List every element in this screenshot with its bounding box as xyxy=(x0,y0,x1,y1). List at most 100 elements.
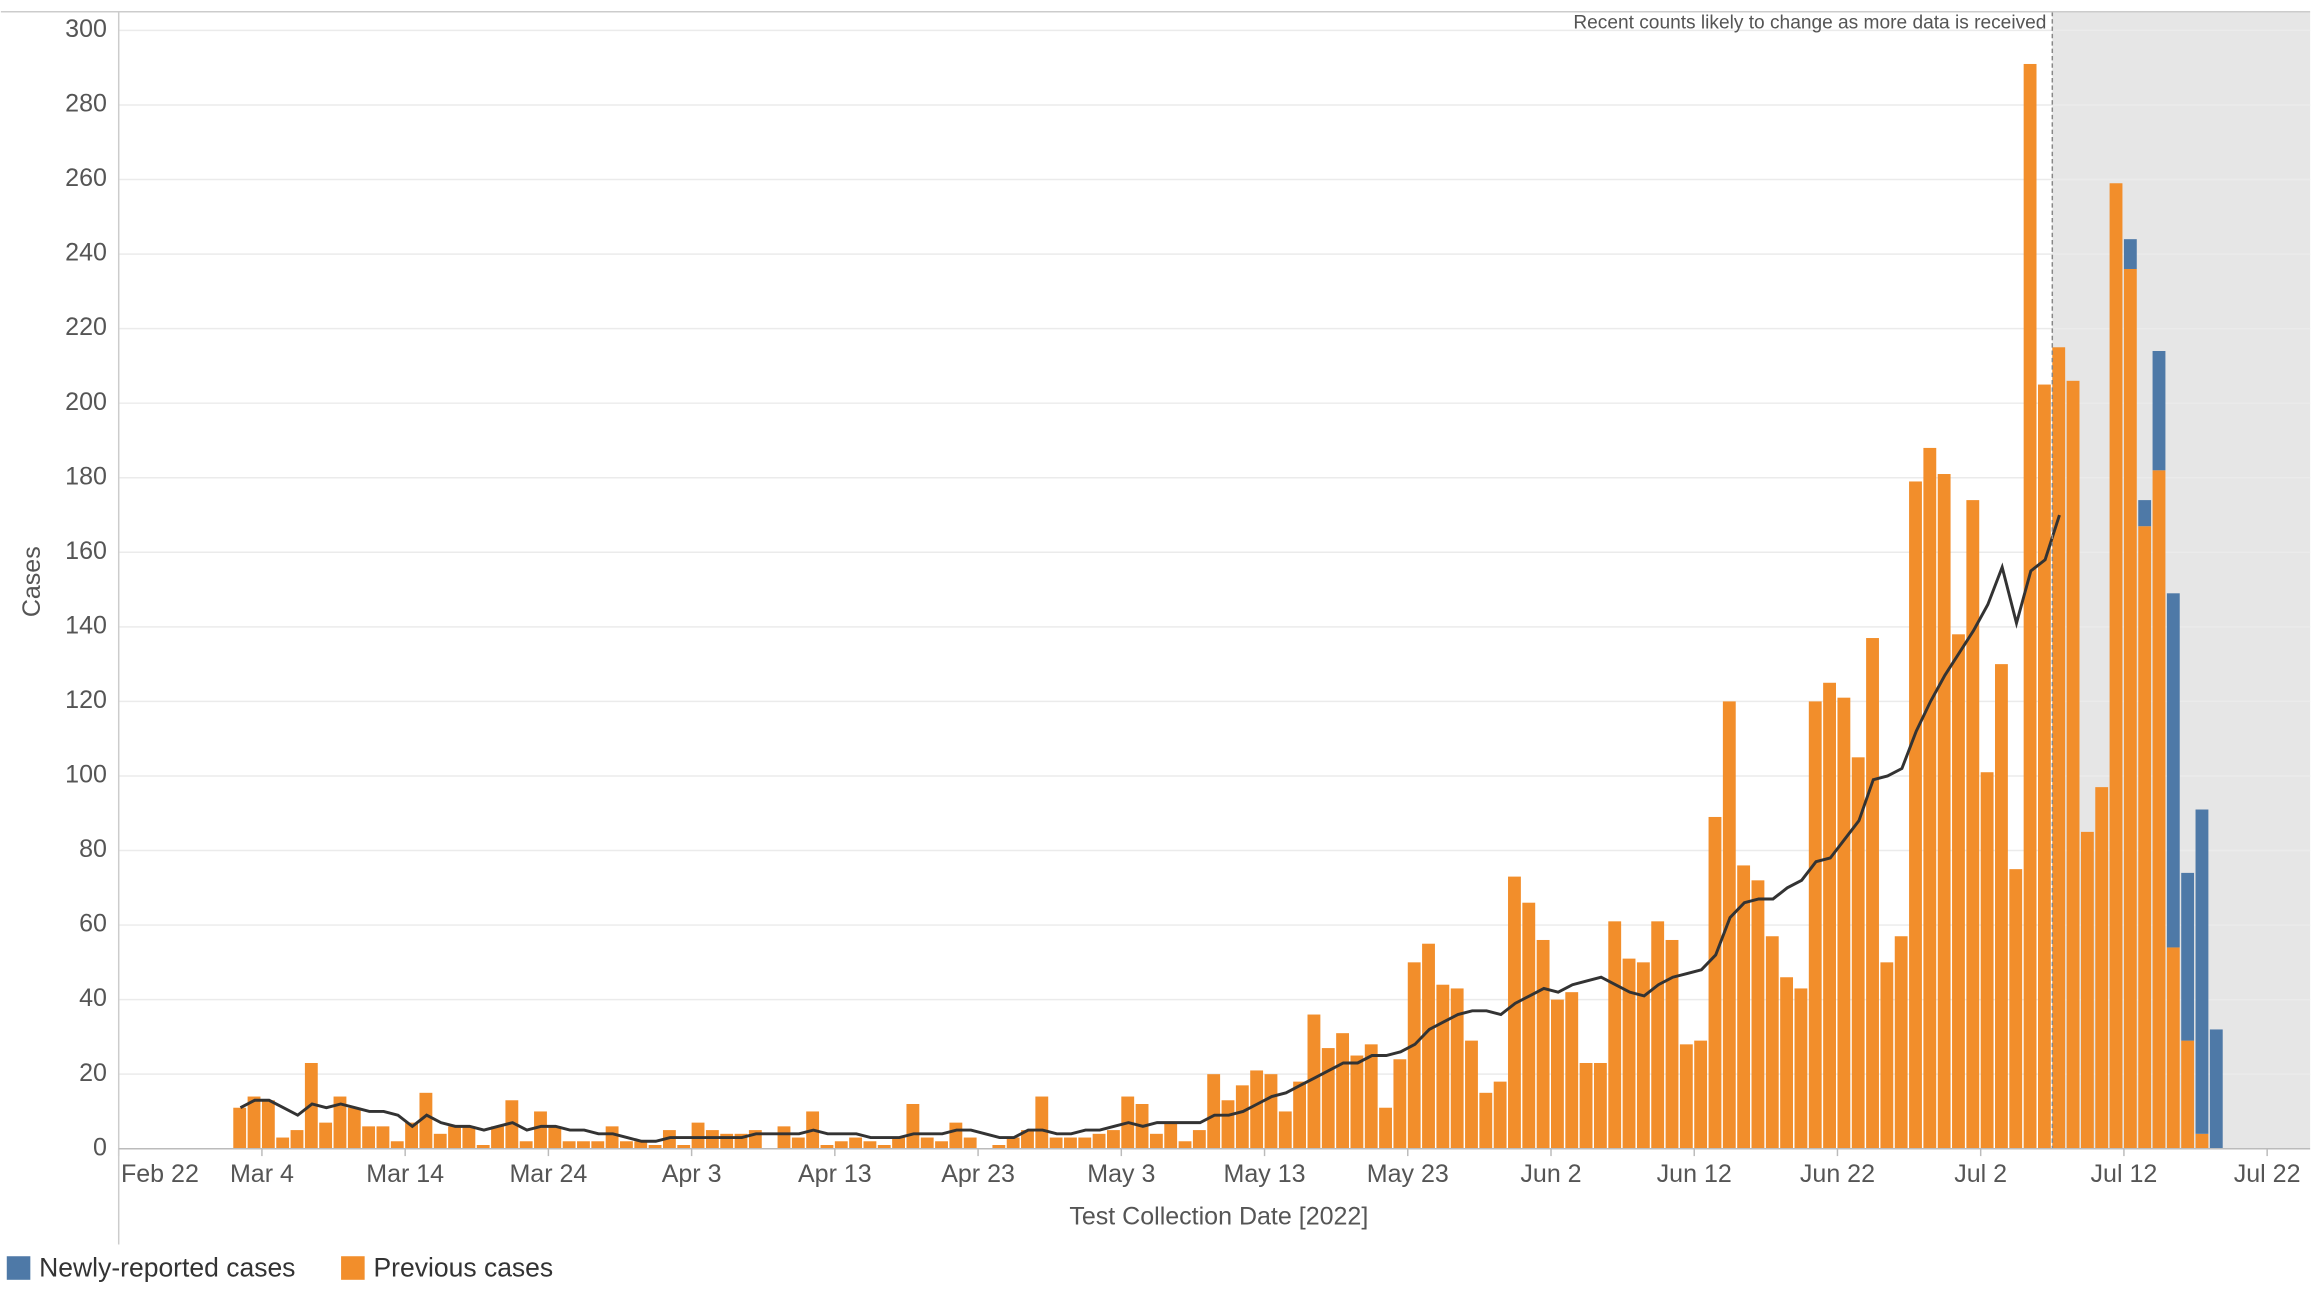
bar xyxy=(1250,1070,1264,1149)
bar xyxy=(1751,880,1765,1149)
bar xyxy=(2138,500,2152,527)
bar xyxy=(1694,1040,1708,1149)
bar xyxy=(720,1133,734,1149)
bar xyxy=(1651,921,1665,1149)
bar xyxy=(1894,936,1908,1149)
bar xyxy=(777,1126,791,1149)
bar xyxy=(1593,1062,1607,1149)
bar xyxy=(1422,943,1435,1149)
bar xyxy=(2052,347,2066,1149)
bar xyxy=(605,1126,619,1149)
bar xyxy=(448,1126,461,1149)
bar xyxy=(1808,701,1822,1149)
x-tick-label: Apr 13 xyxy=(798,1160,872,1188)
bar xyxy=(2195,809,2209,1134)
bar xyxy=(1149,1133,1163,1149)
bar xyxy=(1264,1074,1278,1149)
bar xyxy=(920,1137,934,1149)
bar xyxy=(2095,787,2109,1149)
y-tick-label: 60 xyxy=(79,910,107,938)
bar xyxy=(1293,1081,1307,1149)
bar xyxy=(405,1122,419,1149)
bar xyxy=(1364,1044,1378,1149)
bar xyxy=(491,1126,504,1149)
y-tick-label: 280 xyxy=(65,90,107,118)
bar xyxy=(1995,664,2008,1149)
bar xyxy=(1909,481,1922,1149)
y-tick-label: 140 xyxy=(65,611,107,639)
bar xyxy=(347,1107,361,1149)
bar xyxy=(834,1141,848,1149)
y-tick-label: 300 xyxy=(65,15,107,43)
bar xyxy=(2023,63,2037,1149)
bar xyxy=(2066,380,2080,1149)
bar xyxy=(419,1092,433,1149)
bar xyxy=(1021,1130,1034,1149)
bar xyxy=(1880,962,1894,1149)
y-tick-label: 240 xyxy=(65,239,107,267)
bar xyxy=(548,1126,562,1149)
y-tick-label: 260 xyxy=(65,164,107,192)
bar xyxy=(1536,939,1550,1149)
bar xyxy=(935,1141,948,1149)
y-tick-label: 200 xyxy=(65,388,107,416)
bar xyxy=(2009,869,2023,1149)
bar xyxy=(362,1126,376,1149)
x-axis-label: Test Collection Date [2022] xyxy=(1069,1203,1368,1231)
bar xyxy=(1078,1137,1092,1149)
bar xyxy=(247,1096,261,1149)
bar xyxy=(319,1122,333,1149)
bar xyxy=(1106,1130,1120,1149)
x-tick-label: Apr 3 xyxy=(662,1160,722,1188)
bar xyxy=(1321,1048,1335,1149)
bar xyxy=(1765,936,1779,1149)
bar xyxy=(820,1144,834,1149)
bar xyxy=(1006,1137,1020,1149)
bar xyxy=(992,1144,1006,1149)
legend-swatch xyxy=(341,1256,365,1280)
bar xyxy=(1722,701,1736,1149)
x-tick-label: Apr 23 xyxy=(941,1160,1015,1188)
bar xyxy=(1479,1092,1493,1149)
bar xyxy=(2123,239,2137,269)
bar xyxy=(1966,500,1980,1149)
bar xyxy=(1465,1040,1478,1149)
x-tick-label: May 23 xyxy=(1367,1160,1449,1188)
bar xyxy=(963,1137,977,1149)
bar xyxy=(705,1130,719,1149)
x-tick-label: Mar 24 xyxy=(509,1160,587,1188)
bar xyxy=(433,1133,447,1149)
bar xyxy=(2080,831,2094,1149)
bar xyxy=(1636,962,1650,1149)
bar xyxy=(1278,1111,1292,1149)
legend-label: Previous cases xyxy=(373,1252,553,1282)
bar xyxy=(1407,962,1421,1149)
x-tick-label: Mar 14 xyxy=(366,1160,444,1188)
y-tick-label: 40 xyxy=(79,984,107,1012)
bar xyxy=(892,1137,905,1149)
bar xyxy=(1952,634,1965,1149)
bar xyxy=(877,1144,891,1149)
bar xyxy=(1207,1074,1221,1149)
bar xyxy=(1851,757,1865,1149)
bar xyxy=(2181,872,2195,1041)
bar xyxy=(2138,526,2152,1149)
x-tick-label: Jul 2 xyxy=(1954,1160,2007,1188)
bar xyxy=(1350,1055,1364,1149)
y-tick-label: 160 xyxy=(65,537,107,565)
bar xyxy=(1794,988,1808,1149)
bar xyxy=(1035,1096,1049,1149)
bar xyxy=(534,1111,547,1149)
bar xyxy=(1866,638,1879,1149)
bar xyxy=(333,1096,347,1149)
y-tick-label: 220 xyxy=(65,313,107,341)
x-tick-label: Mar 4 xyxy=(230,1160,294,1188)
y-tick-label: 100 xyxy=(65,761,107,789)
bar xyxy=(1579,1062,1593,1149)
bar xyxy=(1837,697,1851,1149)
bar xyxy=(1823,682,1836,1149)
bar xyxy=(233,1107,247,1149)
bar xyxy=(1622,958,1636,1149)
x-tick-label: May 13 xyxy=(1224,1160,1306,1188)
